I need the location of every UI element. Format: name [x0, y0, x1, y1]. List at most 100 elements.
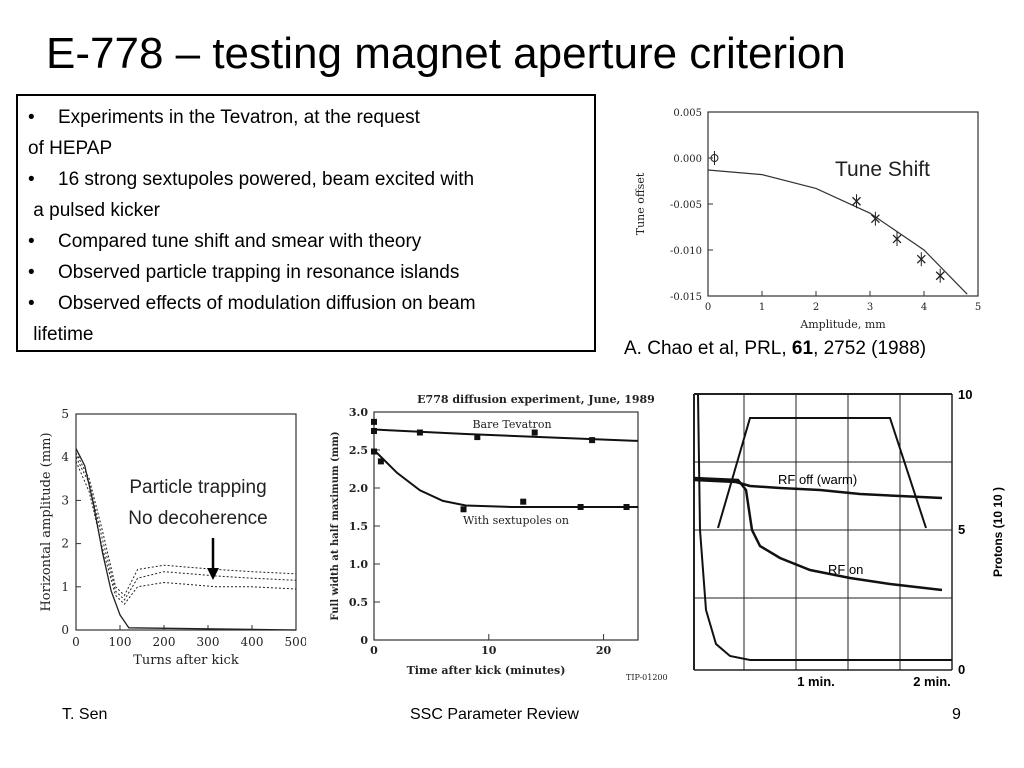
diffusion-chart: E778 diffusion experiment, June, 1989 0 1…	[330, 393, 668, 682]
annotation-line-1: Particle trapping	[129, 477, 266, 498]
data-point	[577, 504, 584, 510]
rf-on-label: RF on	[828, 562, 863, 577]
bullet-3-text: Compared tune shift and smear with theor…	[58, 231, 422, 252]
fit-line	[373, 428, 639, 442]
bullet-glyph: •	[28, 293, 35, 314]
y-tick-label: 0	[61, 623, 69, 637]
legend-with-sextupoles: With sextupoles on	[463, 514, 569, 527]
y-tick-label: 1	[61, 580, 69, 594]
citation-volume: 61	[791, 338, 814, 359]
x-tick-label: 0	[705, 302, 711, 313]
grid	[693, 393, 953, 671]
x-axis-label: Time after kick (minutes)	[407, 664, 566, 677]
x-tick-2min: 2 min.	[913, 674, 951, 689]
y-tick-label: -0.005	[670, 200, 702, 211]
data-point	[892, 234, 902, 244]
theory-curve	[707, 169, 968, 295]
x-tick-label: 10	[481, 644, 497, 657]
rf-voltage-trace	[717, 417, 927, 529]
y-axis-label: Protons (10 10 )	[991, 487, 1005, 577]
y-tick-10: 10	[958, 387, 972, 402]
tune-shift-annotation: Tune Shift	[835, 158, 930, 181]
slide-title: E-778 – testing magnet aperture criterio…	[46, 29, 846, 78]
x-tick-label: 400	[241, 635, 264, 649]
citation-pre: A. Chao et al, PRL,	[624, 338, 792, 359]
x-tick-label: 100	[109, 635, 132, 649]
decay-trace	[697, 393, 952, 661]
y-tick-label: 3.0	[349, 406, 368, 419]
data-point	[377, 458, 384, 465]
y-tick-label: 0	[360, 634, 368, 647]
x-tick-label: 3	[867, 302, 873, 313]
x-tick-label: 0	[72, 635, 80, 649]
y-tick-label: 0.005	[673, 108, 702, 119]
citation-post: , 2752 (1988)	[813, 338, 927, 359]
data-point	[916, 254, 926, 264]
bullet-5-cont: lifetime	[28, 324, 94, 345]
y-axis-label: Tune offset	[634, 172, 647, 235]
citation: A. Chao et al, PRL, 61, 2752 (1988)	[624, 338, 926, 360]
x-tick-1min: 1 min.	[797, 674, 835, 689]
bullet-5-text: Observed effects of modulation diffusion…	[58, 293, 476, 314]
x-tick-label: 200	[153, 635, 176, 649]
footer-author: T. Sen	[62, 706, 108, 723]
rf-off-label: RF off (warm)	[778, 472, 857, 487]
x-tick-label: 300	[197, 635, 220, 649]
traces	[693, 393, 952, 661]
bullet-1-text: Experiments in the Tevatron, at the requ…	[58, 107, 420, 128]
fit-line	[373, 449, 638, 508]
bullet-glyph: •	[28, 107, 35, 128]
data-point	[520, 498, 527, 505]
footer-page-number: 9	[952, 706, 961, 723]
y-tick-label: 0.5	[349, 596, 368, 609]
arrow-head	[207, 568, 219, 580]
footer-event: SSC Parameter Review	[410, 706, 579, 723]
bullet-4: • Observed particle trapping in resonance…	[28, 257, 584, 288]
rf-beam-chart: RF off (warm) RF on 10 5 0 Protons (10 1…	[693, 387, 1005, 689]
y-tick-label: 5	[61, 408, 69, 421]
y-tick-label: 2.0	[349, 482, 368, 495]
x-tick-label: 0	[370, 644, 378, 657]
data-point	[371, 428, 377, 434]
chart-title: E778 diffusion experiment, June, 1989	[417, 393, 655, 406]
bullet-2-cont: a pulsed kicker	[28, 200, 161, 221]
x-tick-label: 5	[975, 302, 981, 313]
x-tick-label: 2	[813, 302, 819, 313]
annotation-background	[108, 470, 284, 534]
x-axis-label: Turns after kick	[133, 653, 239, 668]
tune-shift-chart: 0 1 2 3 4 5 0.005 0.000 -0.005 -0.010 -0.015 Ampli…	[634, 108, 981, 331]
y-axis-label: Horizontal amplitude (mm)	[39, 432, 54, 611]
y-tick-label: 0.000	[673, 154, 702, 165]
bullet-1: • Experiments in the Tevatron, at the req…	[28, 102, 584, 133]
y-axis-label: Full width at half maximum (mm)	[330, 431, 341, 620]
trajectory-line	[75, 452, 297, 597]
y-tick-label: -0.010	[670, 246, 702, 257]
data-point	[935, 271, 945, 281]
data-point	[852, 196, 861, 206]
data-point	[371, 418, 377, 425]
x-tick-label: 4	[921, 302, 927, 313]
bullet-3: • Compared tune shift and smear with theo…	[28, 226, 584, 257]
legend-bare-tevatron: Bare Tevatron	[472, 418, 551, 431]
bullet-2: • 16 strong sextupoles powered, beam exci…	[28, 164, 584, 195]
data-point	[371, 448, 377, 455]
x-tick-label: 20	[596, 644, 612, 657]
y-tick-label: 1.5	[349, 520, 368, 533]
x-tick-label: 500	[285, 635, 306, 649]
data-point	[531, 429, 538, 436]
data-point	[460, 506, 467, 513]
y-tick-label: 3	[61, 493, 69, 507]
figure-id: TIP-01200	[626, 673, 668, 682]
bullet-box: • Experiments in the Tevatron, at the req…	[16, 94, 596, 352]
y-tick-0: 0	[958, 662, 965, 677]
data-point	[416, 429, 423, 436]
data-point	[589, 437, 596, 444]
bullet-1-cont: of HEPAP	[28, 138, 113, 159]
data-point	[710, 154, 719, 162]
bullet-4-text: Observed particle trapping in resonance …	[58, 262, 460, 283]
y-tick-5: 5	[958, 522, 965, 537]
y-tick-label: 2.5	[349, 444, 368, 457]
trajectory-line	[75, 461, 297, 605]
rf-on-trace	[693, 476, 943, 592]
